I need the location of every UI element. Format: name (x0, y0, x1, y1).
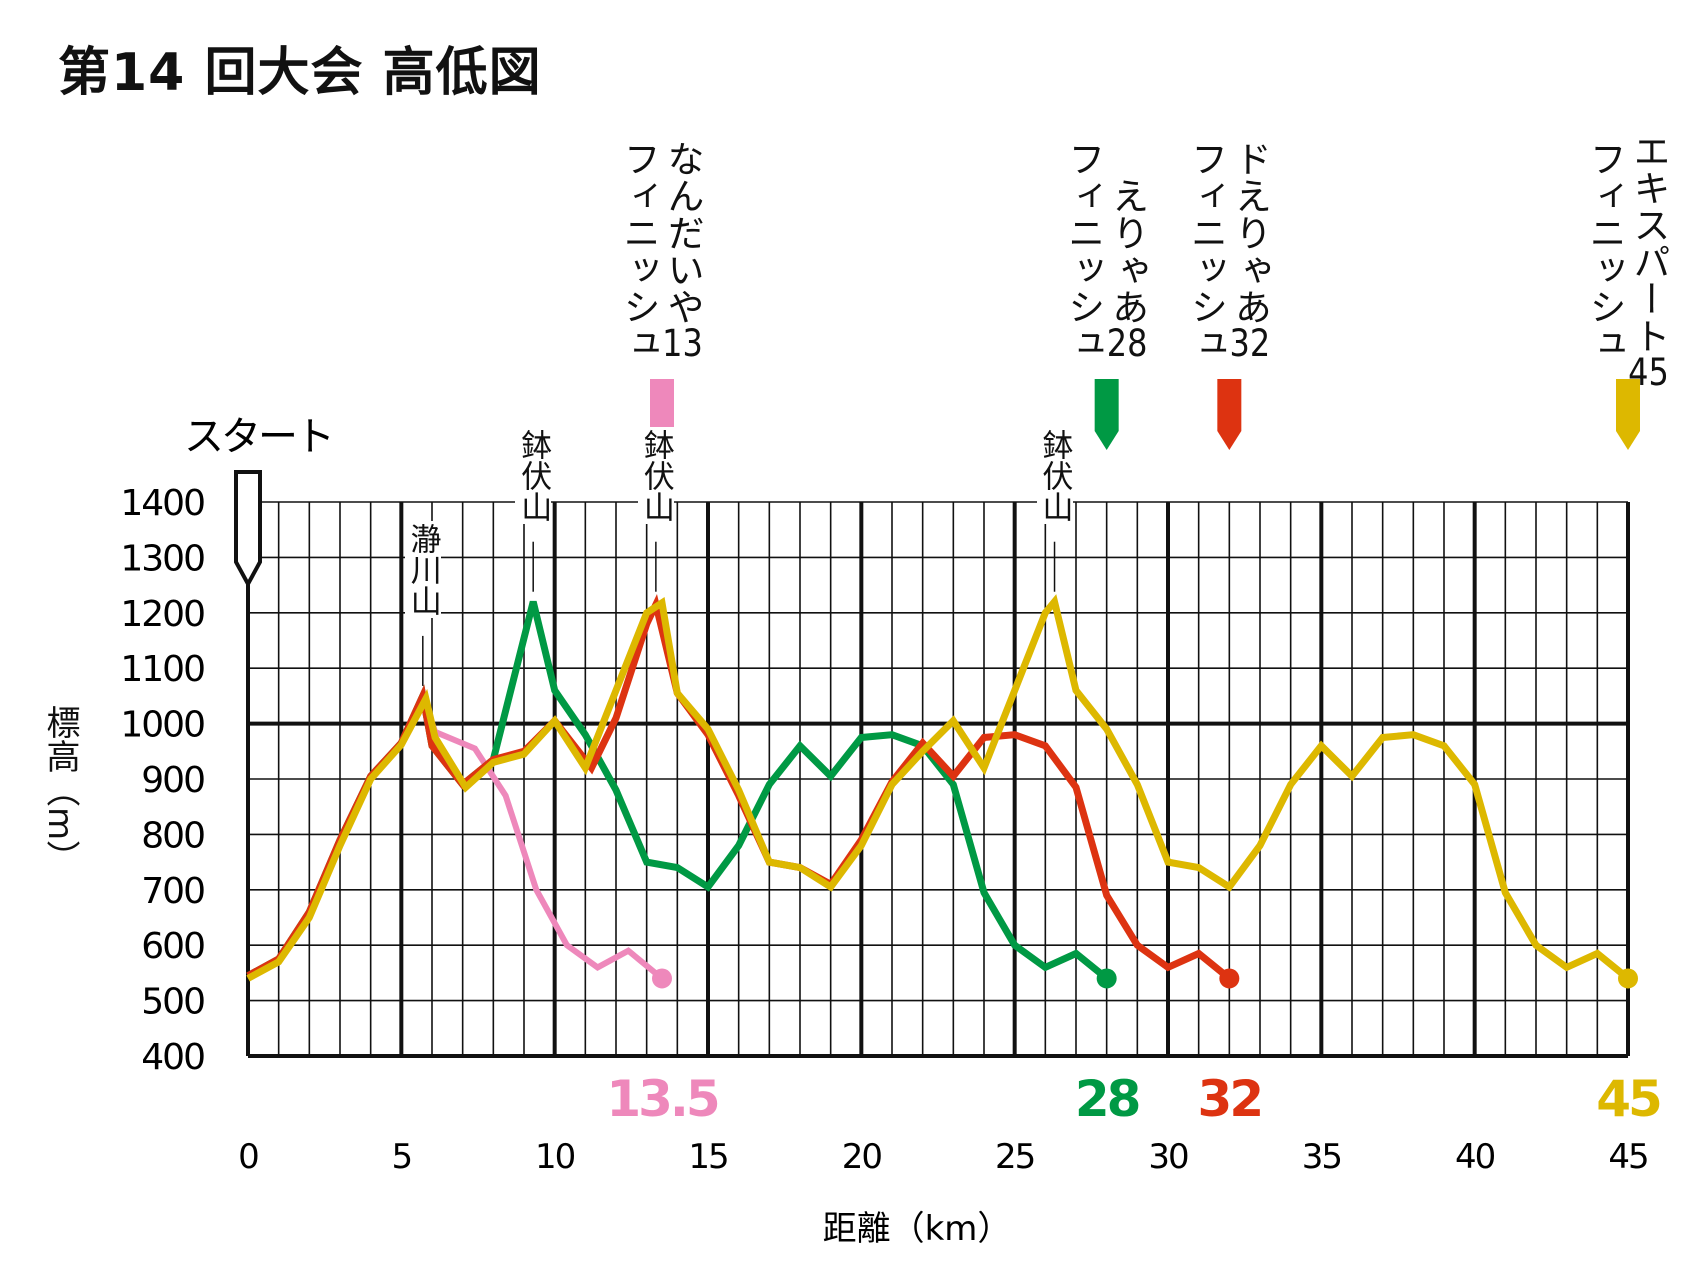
finish-label-course: なんだいや (661, 140, 704, 325)
finish-label-suffix: フィニッシュ (617, 140, 660, 362)
x-tick-label: 40 (1455, 1137, 1495, 1177)
y-tick-label: 1200 (120, 594, 204, 635)
finish-label-course: ドえりゃあ (1228, 140, 1272, 325)
finish-label-distance: 45 (1628, 354, 1669, 391)
peak-label: 瀞川山 (404, 520, 441, 618)
finish-label-suffix: フィニッシュ (1583, 140, 1626, 362)
y-tick-label: 700 (141, 871, 204, 912)
start-label: スタート (184, 414, 332, 460)
finish-label: なんだいや13 フィニッシュ (616, 132, 704, 362)
finish-label: エキスパート45 フィニッシュ (1582, 132, 1670, 391)
x-tick-label: 35 (1302, 1137, 1341, 1177)
x-tick-label: 15 (688, 1137, 727, 1177)
y-tick-label: 600 (141, 926, 204, 967)
finish-label-course: エキスパート (1627, 132, 1670, 354)
finish-distance-label: 32 (1198, 1070, 1262, 1128)
finish-label-distance: 13 (662, 325, 703, 362)
y-tick-label: 400 (141, 1037, 204, 1078)
x-tick-label: 45 (1608, 1137, 1647, 1177)
finish-dot (1618, 968, 1638, 989)
finish-label: ドえりゃあ32 フィニッシュ (1183, 132, 1271, 362)
x-tick-label: 30 (1148, 1137, 1188, 1177)
finish-dot (1096, 968, 1117, 989)
finish-label-course: えりゃあ (1105, 177, 1149, 325)
x-tick-label: 0 (238, 1137, 258, 1177)
finish-label: えりゃあ28 フィニッシュ (1061, 132, 1149, 362)
finish-distance-label: 28 (1075, 1070, 1139, 1128)
finish-flag-icon (1616, 379, 1640, 450)
x-tick-label: 25 (995, 1137, 1034, 1177)
x-tick-label: 20 (842, 1137, 882, 1177)
finish-dot (1219, 968, 1240, 989)
peak-label: 鉢伏山 (515, 426, 552, 524)
series-line-エキスパート (246, 594, 1631, 982)
x-tick-label: 5 (392, 1137, 412, 1177)
finish-label-distance: 28 (1106, 325, 1148, 362)
y-tick-label: 1400 (120, 483, 204, 524)
y-tick-label: 1000 (120, 705, 204, 746)
y-axis-title: 標高（m） (40, 705, 80, 875)
x-axis-title: 距離（km） (823, 1209, 1012, 1249)
x-tick-label: 10 (535, 1137, 575, 1177)
finish-label-distance: 32 (1229, 325, 1271, 362)
y-tick-label: 1300 (120, 538, 204, 579)
finish-label-suffix: フィニッシュ (1061, 140, 1105, 362)
finish-distance-label: 13.5 (606, 1070, 718, 1128)
finish-flag-icon (1217, 379, 1242, 450)
y-tick-label: 500 (141, 982, 204, 1023)
finish-flag-icon (1094, 379, 1119, 450)
y-tick-label: 1100 (120, 649, 204, 690)
finish-distance-label: 45 (1596, 1070, 1660, 1128)
peak-label: 鉢伏山 (637, 426, 674, 524)
y-tick-label: 800 (141, 815, 204, 856)
page-title: 第14 回大会 高低図 (58, 43, 542, 103)
finish-dot (652, 968, 672, 989)
finish-label-suffix: フィニッシュ (1184, 140, 1228, 362)
peak-label: 鉢伏山 (1036, 426, 1073, 524)
start-flag-icon (234, 470, 262, 589)
y-tick-label: 900 (141, 760, 204, 801)
